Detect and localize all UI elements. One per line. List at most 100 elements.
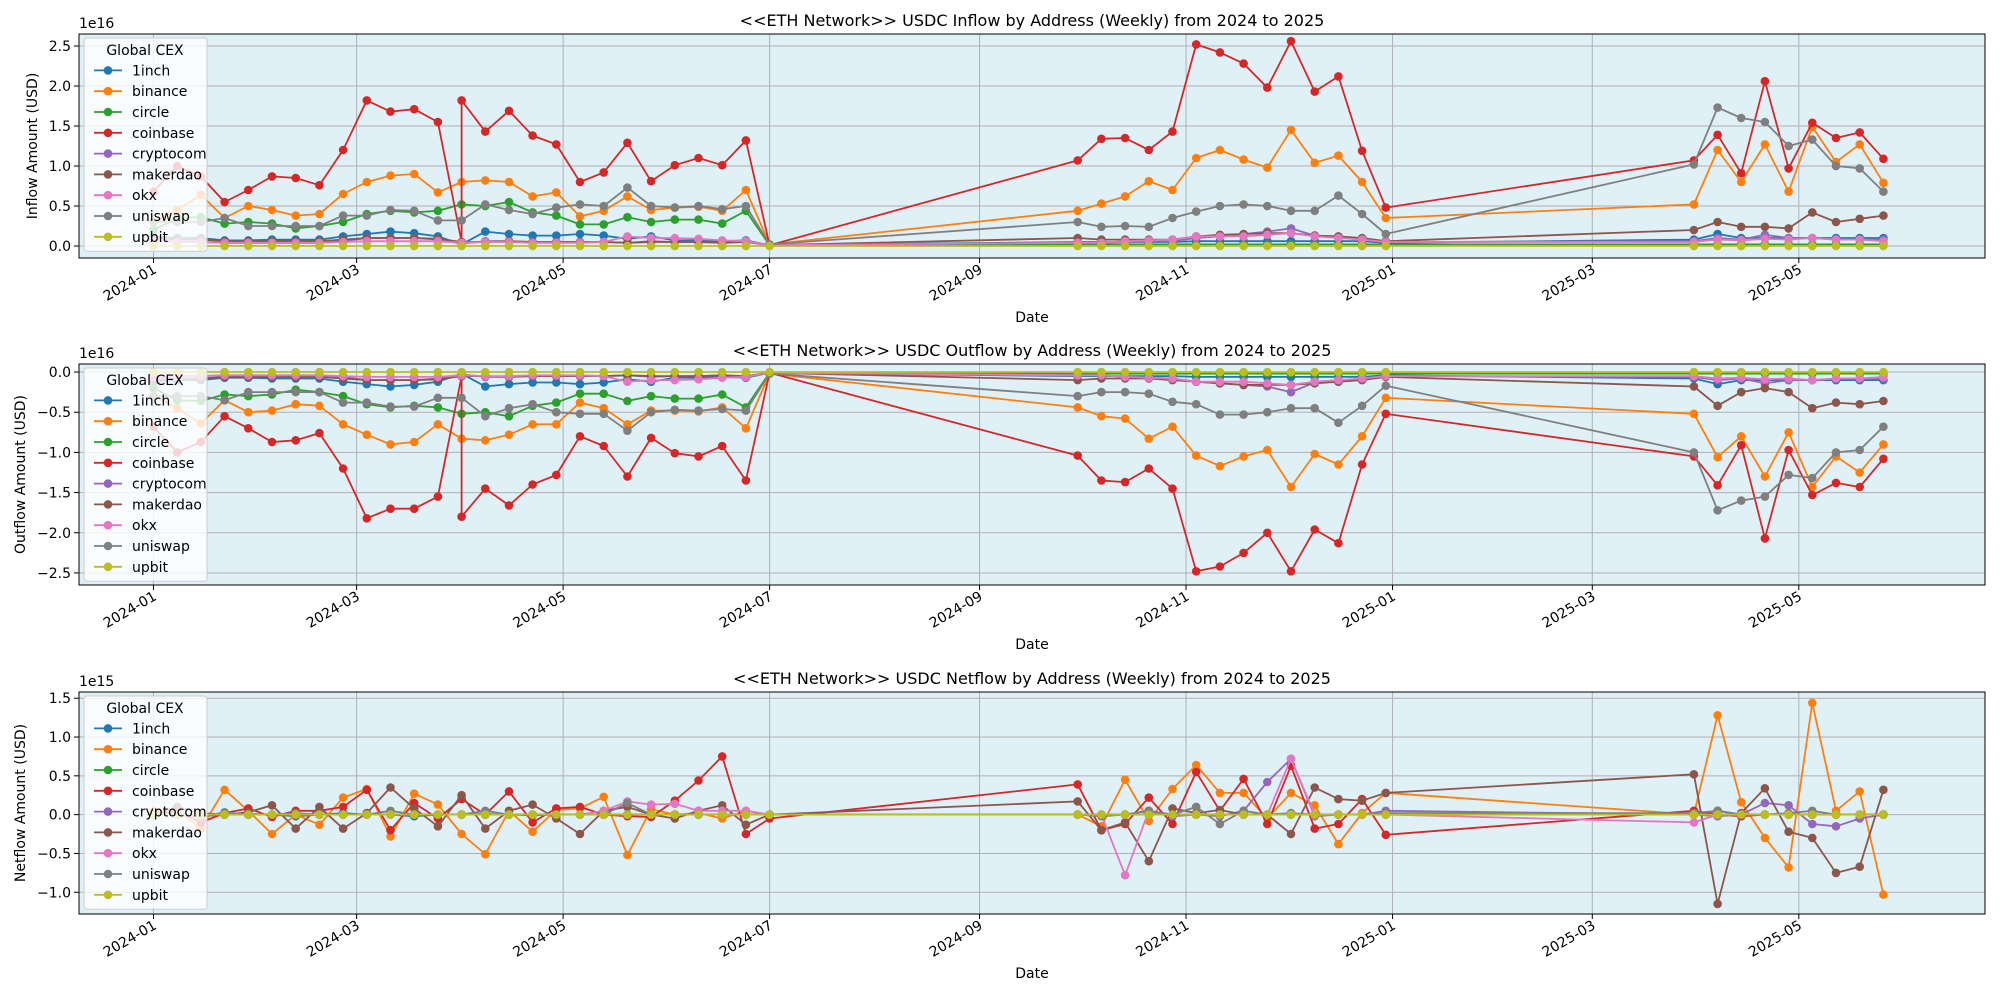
data-point [1263, 201, 1272, 211]
data-point [1831, 822, 1841, 831]
data-point [1191, 810, 1201, 819]
data-point [1855, 367, 1864, 377]
data-point [1239, 774, 1248, 784]
data-point [552, 407, 561, 417]
data-point [1168, 810, 1177, 819]
x-axis: 2024-01 2024-03 2024-05 2024-07 2024-09 2024-… [101, 914, 1805, 982]
data-point [386, 171, 395, 180]
data-point [1879, 396, 1888, 406]
data-point [1286, 125, 1296, 135]
x-tick-label: 2024-11 [1133, 262, 1192, 305]
data-point [1713, 217, 1722, 227]
data-point [1808, 367, 1817, 377]
x-axis-label: Date [1015, 310, 1048, 326]
data-point [1713, 401, 1722, 411]
data-point [291, 241, 301, 251]
data-point [244, 367, 253, 377]
series-upbit [149, 810, 1888, 819]
data-point [315, 221, 324, 231]
data-point [1144, 222, 1154, 232]
data-point [670, 448, 680, 458]
data-point [1191, 802, 1201, 812]
data-point [694, 810, 703, 819]
data-point [1381, 213, 1391, 223]
data-point [315, 810, 324, 819]
data-point [1239, 377, 1248, 387]
data-point [1215, 461, 1225, 471]
data-point [765, 241, 774, 251]
data-point [552, 241, 561, 251]
data-point [1808, 241, 1817, 251]
data-point [1831, 478, 1841, 488]
data-point [1879, 440, 1888, 449]
data-point [694, 776, 703, 785]
x-tick-label: 2024-07 [717, 589, 776, 632]
data-point [1381, 241, 1391, 251]
data-point [244, 241, 253, 251]
data-point [1689, 200, 1699, 209]
y-tick-label: 1.0 [49, 159, 71, 175]
data-point [267, 406, 277, 415]
data-point [1760, 383, 1770, 393]
data-point [504, 229, 514, 239]
data-point [528, 241, 537, 251]
data-point [1879, 422, 1888, 432]
data-point [575, 229, 585, 239]
data-point [267, 387, 277, 397]
data-point [362, 398, 372, 407]
plot-area [79, 364, 1985, 585]
data-point [623, 232, 632, 241]
data-point [1239, 59, 1248, 68]
data-point [1191, 241, 1201, 251]
data-point [457, 216, 466, 225]
legend-swatch-marker [103, 437, 113, 447]
data-point [362, 785, 372, 795]
data-point [1097, 367, 1106, 377]
data-point [386, 107, 395, 116]
data-point [267, 172, 277, 181]
x-tick-label: 2025-05 [1746, 262, 1805, 305]
data-point [267, 810, 277, 819]
data-point [338, 802, 348, 812]
legend-label: 1inch [132, 63, 170, 79]
data-point [623, 426, 632, 436]
data-point [741, 820, 751, 829]
data-point [338, 398, 348, 407]
x-tick-label: 2025-03 [1540, 918, 1599, 961]
data-point [362, 430, 372, 440]
data-point [291, 367, 301, 377]
data-point [528, 209, 537, 219]
data-point [1808, 403, 1817, 413]
data-point [1381, 830, 1391, 840]
data-point [386, 402, 395, 411]
data-point [1286, 241, 1296, 251]
data-point [1120, 133, 1130, 143]
data-point [1239, 788, 1248, 798]
data-point [670, 233, 680, 243]
data-point [244, 221, 253, 231]
chart-title: <<ETH Network>> USDC Outflow by Address … [733, 341, 1332, 360]
data-point [552, 420, 561, 429]
data-point [481, 382, 490, 391]
legend-swatch-marker [103, 416, 113, 426]
data-point [1357, 146, 1367, 156]
legend-item: uniswap [94, 209, 190, 225]
data-point [1784, 827, 1793, 836]
data-point [457, 810, 466, 819]
data-point [1879, 454, 1888, 464]
data-point [457, 96, 466, 105]
data-point [1097, 222, 1106, 232]
data-point [741, 367, 751, 377]
data-point [433, 367, 443, 377]
data-point [244, 424, 253, 433]
legend-item: 1inch [94, 721, 170, 737]
legend-swatch-marker [103, 765, 113, 775]
data-point [1286, 403, 1296, 413]
series-upbit [149, 241, 1888, 251]
data-point [504, 501, 514, 510]
data-point [575, 432, 585, 441]
legend-label: uniswap [132, 539, 190, 555]
data-point [741, 241, 751, 251]
legend-swatch-marker [103, 149, 113, 158]
legend-item: coinbase [94, 784, 194, 800]
